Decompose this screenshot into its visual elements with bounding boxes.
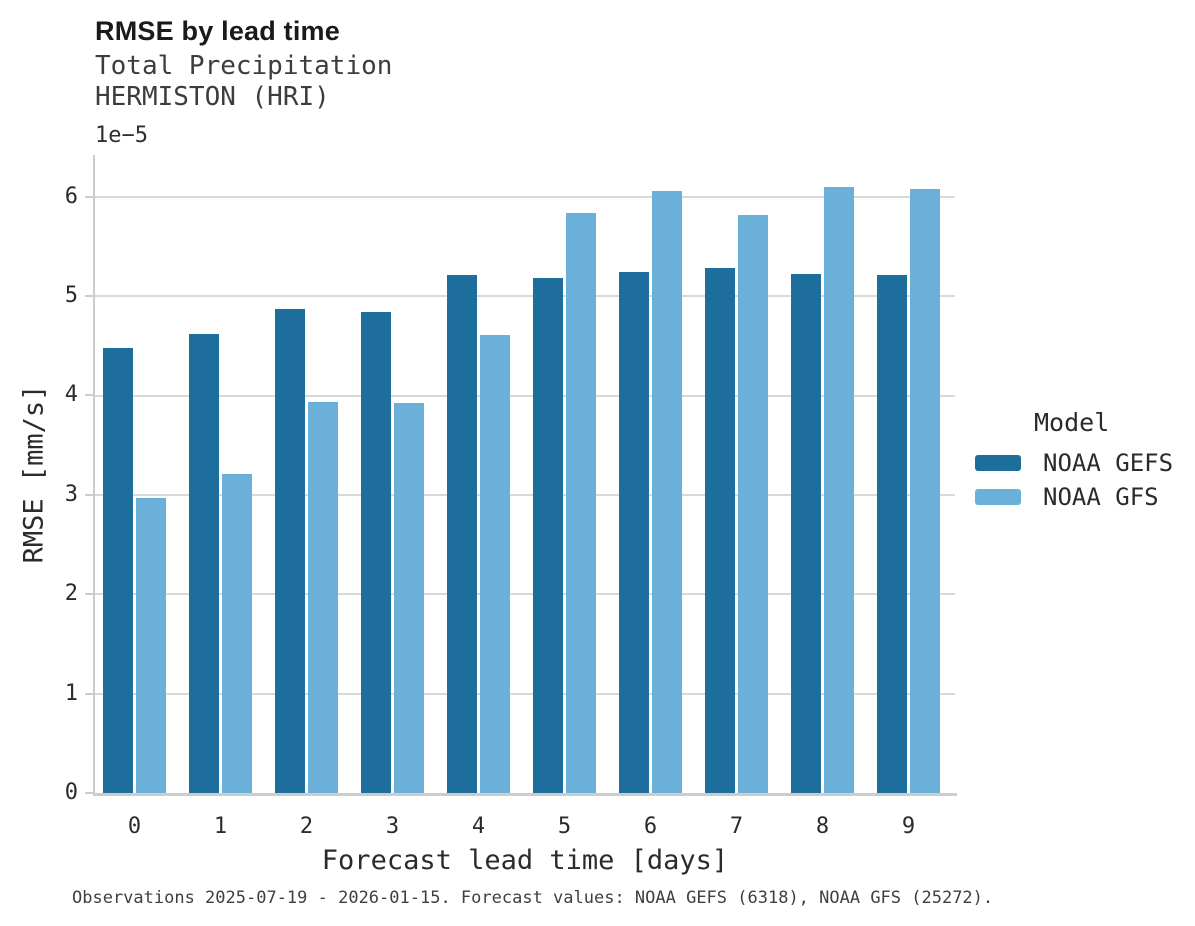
y-tick-mark-4 [85, 394, 93, 397]
y-tick-mark-1 [85, 692, 93, 695]
bar-noaa-gefs-lead-6 [618, 272, 649, 793]
subtitle-line-2: HERMISTON (HRI) [95, 82, 330, 112]
x-tick-label-0: 0 [127, 814, 142, 839]
legend-label-noaa-gfs: NOAA GFS [1043, 483, 1159, 511]
x-tick-label-5: 5 [557, 814, 572, 839]
legend-label-noaa-gefs: NOAA GEFS [1043, 449, 1174, 477]
bar-noaa-gefs-lead-1 [188, 333, 219, 793]
bar-noaa-gefs-lead-9 [876, 275, 907, 793]
gridline-y-4 [95, 394, 955, 397]
bar-noaa-gfs-lead-2 [307, 402, 338, 793]
y-tick-mark-3 [85, 493, 93, 496]
subtitle-line-1: Total Precipitation [95, 51, 393, 81]
y-axis-offset-label: 1e−5 [95, 123, 148, 148]
bar-noaa-gefs-lead-0 [102, 347, 133, 793]
bar-noaa-gefs-lead-7 [704, 268, 735, 793]
x-tick-label-2: 2 [299, 814, 314, 839]
legend: Model NOAA GEFS NOAA GFS [968, 408, 1195, 518]
y-tick-label-2: 2 [64, 581, 78, 607]
y-tick-mark-0 [85, 792, 93, 794]
legend-item-noaa-gefs: NOAA GEFS [968, 449, 1174, 477]
bar-noaa-gfs-lead-8 [823, 186, 854, 793]
y-tick-label-1: 1 [64, 680, 78, 706]
y-tick-mark-6 [85, 195, 93, 198]
bar-noaa-gfs-lead-4 [479, 334, 510, 793]
bar-noaa-gefs-lead-3 [360, 312, 391, 793]
y-tick-label-4: 4 [64, 382, 78, 408]
bar-noaa-gefs-lead-5 [532, 278, 563, 793]
gridline-y-1 [95, 692, 955, 695]
y-tick-label-6: 6 [64, 183, 78, 209]
x-tick-label-7: 7 [729, 814, 744, 839]
chart-subtitle: Total Precipitation HERMISTON (HRI) [95, 51, 392, 113]
x-axis-title: Forecast lead time [days] [321, 845, 729, 876]
y-tick-mark-5 [85, 295, 93, 298]
legend-title: Model [1034, 408, 1110, 437]
x-tick-label-8: 8 [815, 814, 830, 839]
x-axis-spine [93, 793, 957, 796]
y-axis-spine [93, 155, 95, 796]
bar-noaa-gfs-lead-5 [565, 212, 596, 793]
bar-noaa-gfs-lead-6 [651, 190, 682, 793]
bar-noaa-gfs-lead-7 [737, 214, 768, 793]
figure-caption: Observations 2025-07-19 - 2026-01-15. Fo… [72, 888, 994, 908]
y-tick-label-3: 3 [64, 481, 78, 507]
gridline-y-2 [95, 593, 955, 596]
x-tick-label-1: 1 [213, 814, 228, 839]
y-axis-title: RMSE [mm/s] [18, 384, 50, 564]
bar-noaa-gfs-lead-3 [393, 403, 424, 793]
bar-noaa-gfs-lead-9 [909, 188, 940, 793]
x-tick-label-6: 6 [643, 814, 658, 839]
bar-noaa-gfs-lead-0 [135, 497, 166, 793]
x-tick-label-4: 4 [471, 814, 486, 839]
legend-swatch-noaa-gefs [975, 455, 1021, 471]
legend-swatch-noaa-gfs [975, 489, 1021, 505]
bar-noaa-gefs-lead-2 [274, 309, 305, 793]
bar-noaa-gfs-lead-1 [221, 474, 252, 793]
y-tick-label-0: 0 [64, 780, 78, 805]
x-tick-label-3: 3 [385, 814, 400, 839]
chart-title: RMSE by lead time [95, 16, 340, 46]
gridline-y-5 [95, 295, 955, 298]
gridline-y-3 [95, 493, 955, 496]
y-tick-mark-2 [85, 593, 93, 596]
y-tick-label-5: 5 [64, 283, 78, 309]
x-tick-label-9: 9 [901, 814, 916, 839]
bar-noaa-gefs-lead-4 [446, 275, 477, 793]
legend-item-noaa-gfs: NOAA GFS [968, 483, 1159, 511]
gridline-y-6 [95, 195, 955, 198]
plot-area [95, 155, 955, 793]
bar-noaa-gefs-lead-8 [790, 274, 821, 793]
